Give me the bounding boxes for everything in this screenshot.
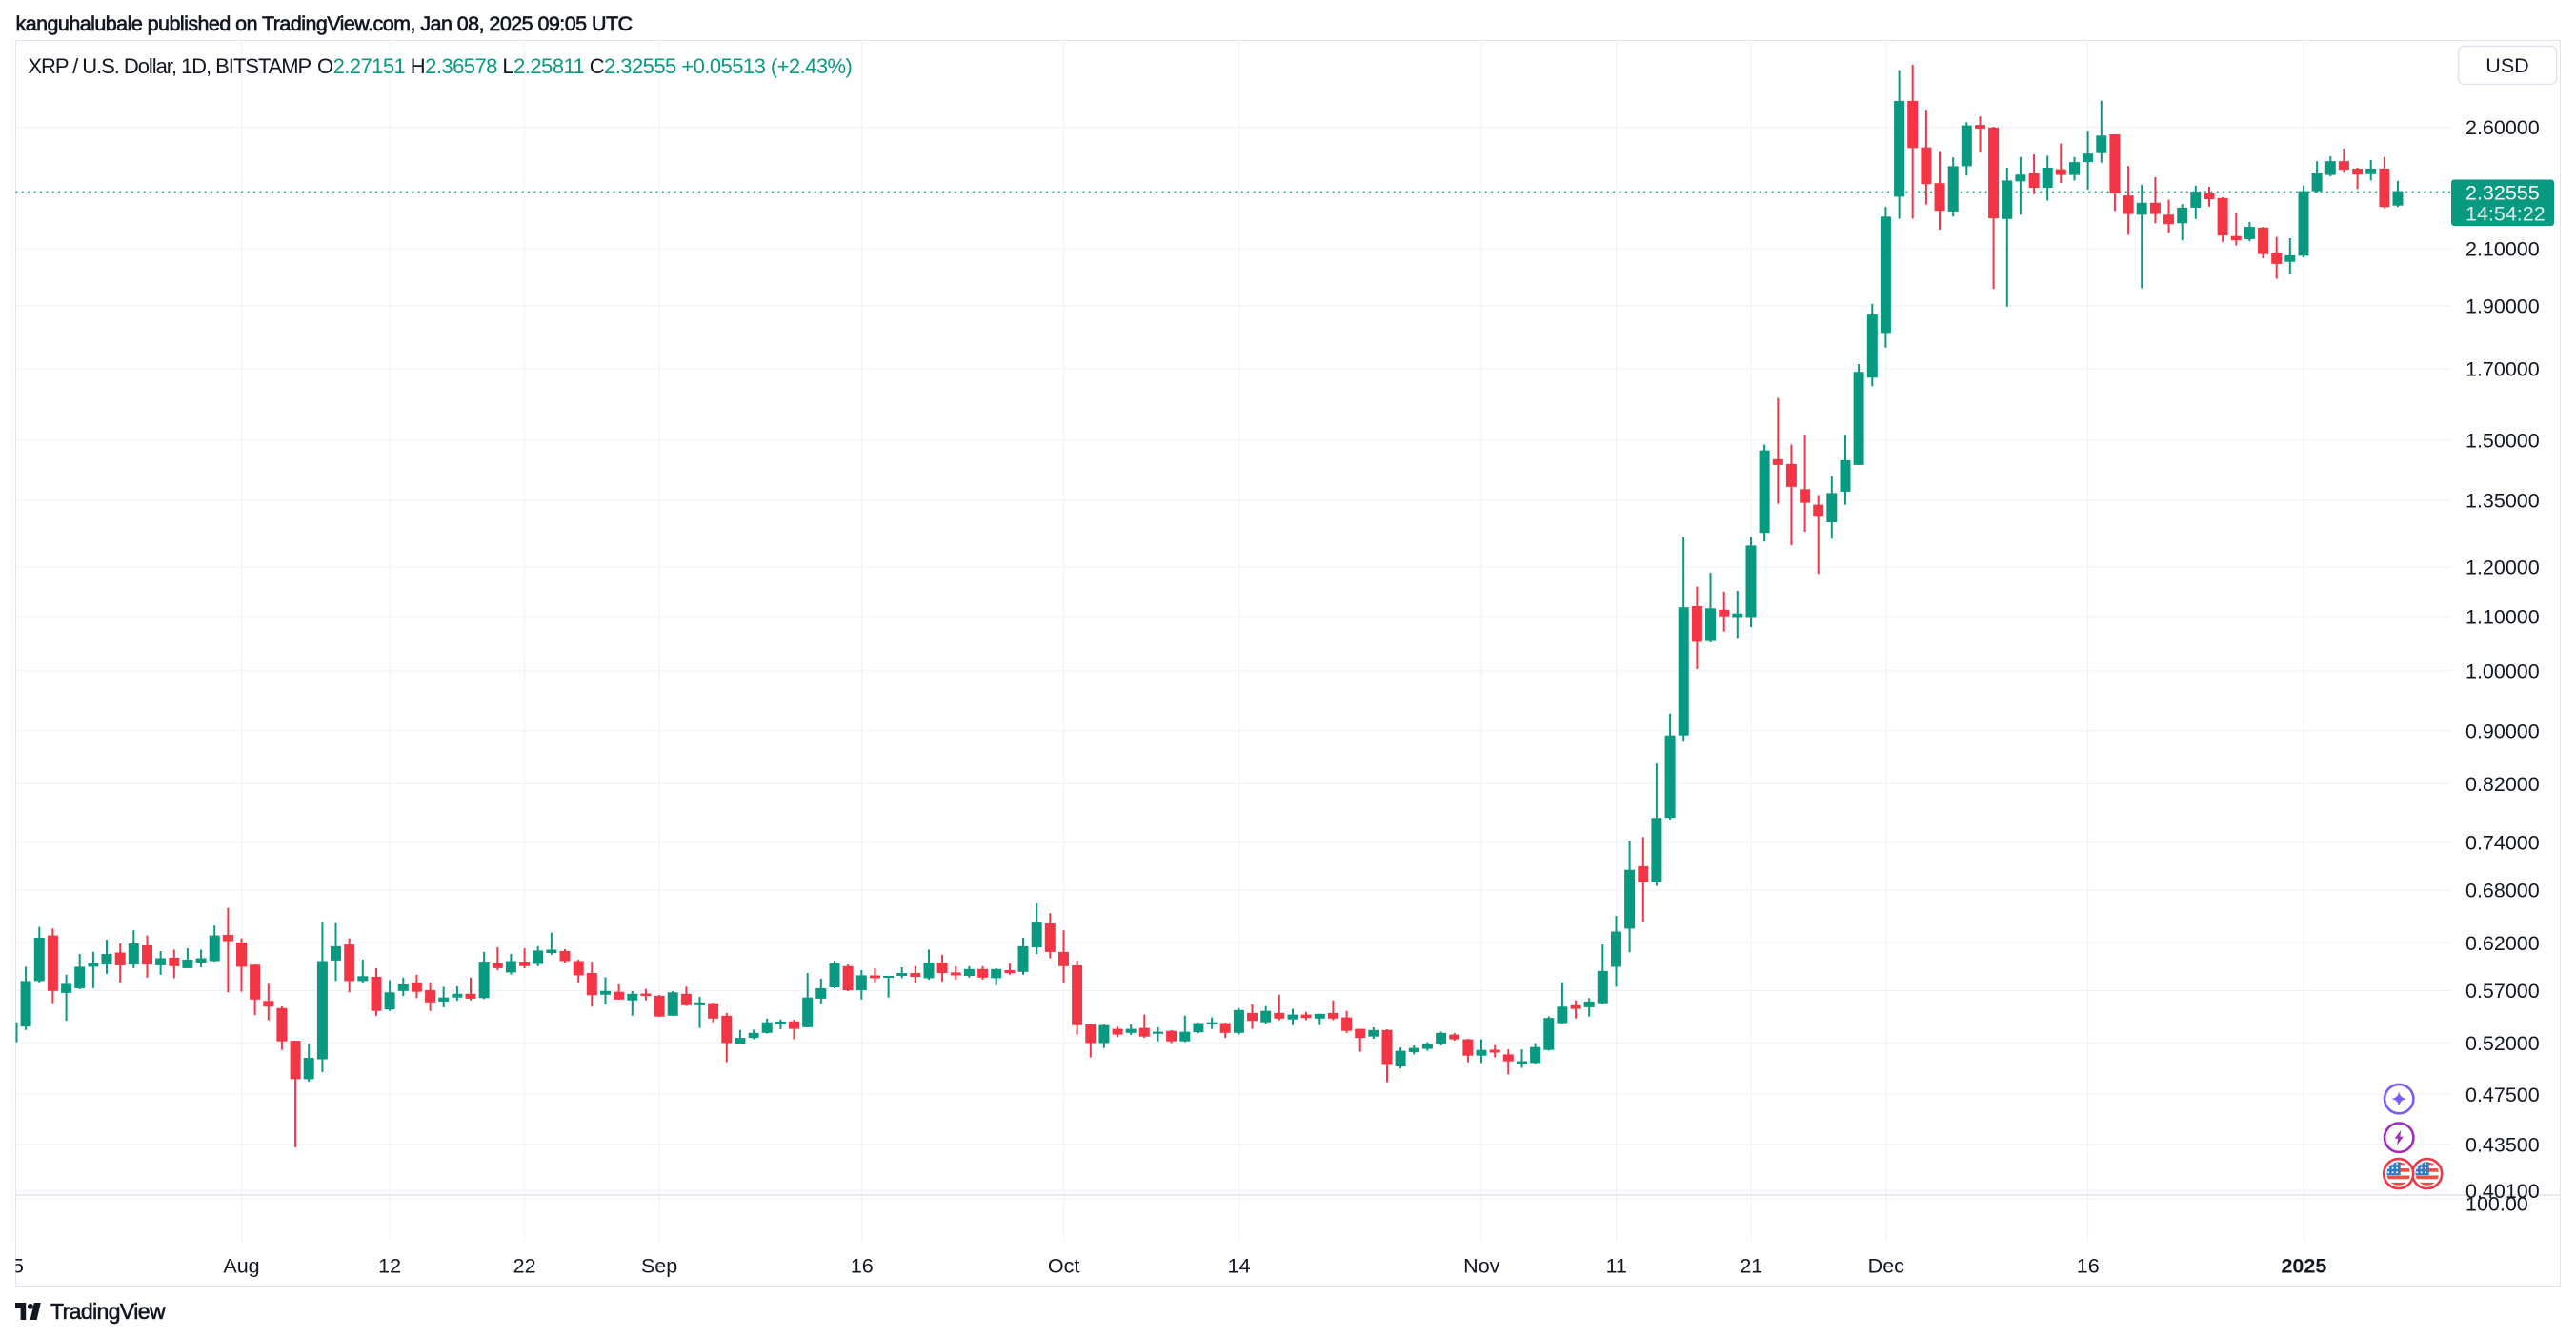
svg-text:1.20000: 1.20000 [2465,557,2540,579]
svg-text:1.70000: 1.70000 [2465,358,2540,381]
svg-text:1.90000: 1.90000 [2465,294,2540,317]
svg-text:2.32555: 2.32555 [2465,182,2540,205]
svg-text:O2.27151 H2.36578 L2.25811 C2.: O2.27151 H2.36578 L2.25811 C2.32555 +0.0… [317,54,852,78]
svg-text:21: 21 [1740,1255,1762,1278]
svg-text:0.74000: 0.74000 [2465,831,2540,854]
svg-text:12: 12 [378,1255,401,1278]
svg-text:Aug: Aug [223,1255,259,1278]
svg-text:16: 16 [851,1255,874,1278]
svg-text:100.00: 100.00 [2465,1192,2528,1215]
svg-text:22: 22 [513,1255,536,1278]
svg-text:2.10000: 2.10000 [2465,238,2540,261]
svg-text:0.40100: 0.40100 [2465,1180,2540,1203]
svg-text:Nov: Nov [1463,1255,1499,1278]
svg-text:0.68000: 0.68000 [2465,880,2540,902]
svg-text:Oct: Oct [1048,1255,1079,1278]
svg-text:1.35000: 1.35000 [2465,489,2540,512]
svg-text:USD: USD [2485,54,2528,77]
svg-text:2025: 2025 [2281,1255,2326,1278]
svg-text:XRP / U.S. Dollar, 1D, BITSTAM: XRP / U.S. Dollar, 1D, BITSTAMP [28,54,311,78]
svg-text:0.82000: 0.82000 [2465,773,2540,796]
svg-text:0.62000: 0.62000 [2465,932,2540,955]
svg-text:15: 15 [1,1255,24,1278]
svg-text:0.43500: 0.43500 [2465,1133,2540,1156]
svg-text:14: 14 [1228,1255,1251,1278]
svg-text:14:54:22: 14:54:22 [2465,203,2546,226]
svg-text:11: 11 [1606,1255,1627,1278]
svg-text:0.90000: 0.90000 [2465,720,2540,742]
svg-text:1.10000: 1.10000 [2465,606,2540,629]
svg-text:16: 16 [2077,1255,2100,1278]
svg-text:2.60000: 2.60000 [2465,116,2540,139]
svg-text:Sep: Sep [641,1255,677,1278]
svg-text:0.47500: 0.47500 [2465,1084,2540,1106]
svg-text:1.00000: 1.00000 [2465,660,2540,683]
svg-text:0.57000: 0.57000 [2465,980,2540,1003]
svg-text:TradingView: TradingView [50,1299,166,1324]
svg-text:1.50000: 1.50000 [2465,429,2540,452]
svg-text:Dec: Dec [1868,1255,1904,1278]
svg-text:kanguhalubale published on Tra: kanguhalubale published on TradingView.c… [16,12,633,35]
svg-text:0.52000: 0.52000 [2465,1032,2540,1055]
